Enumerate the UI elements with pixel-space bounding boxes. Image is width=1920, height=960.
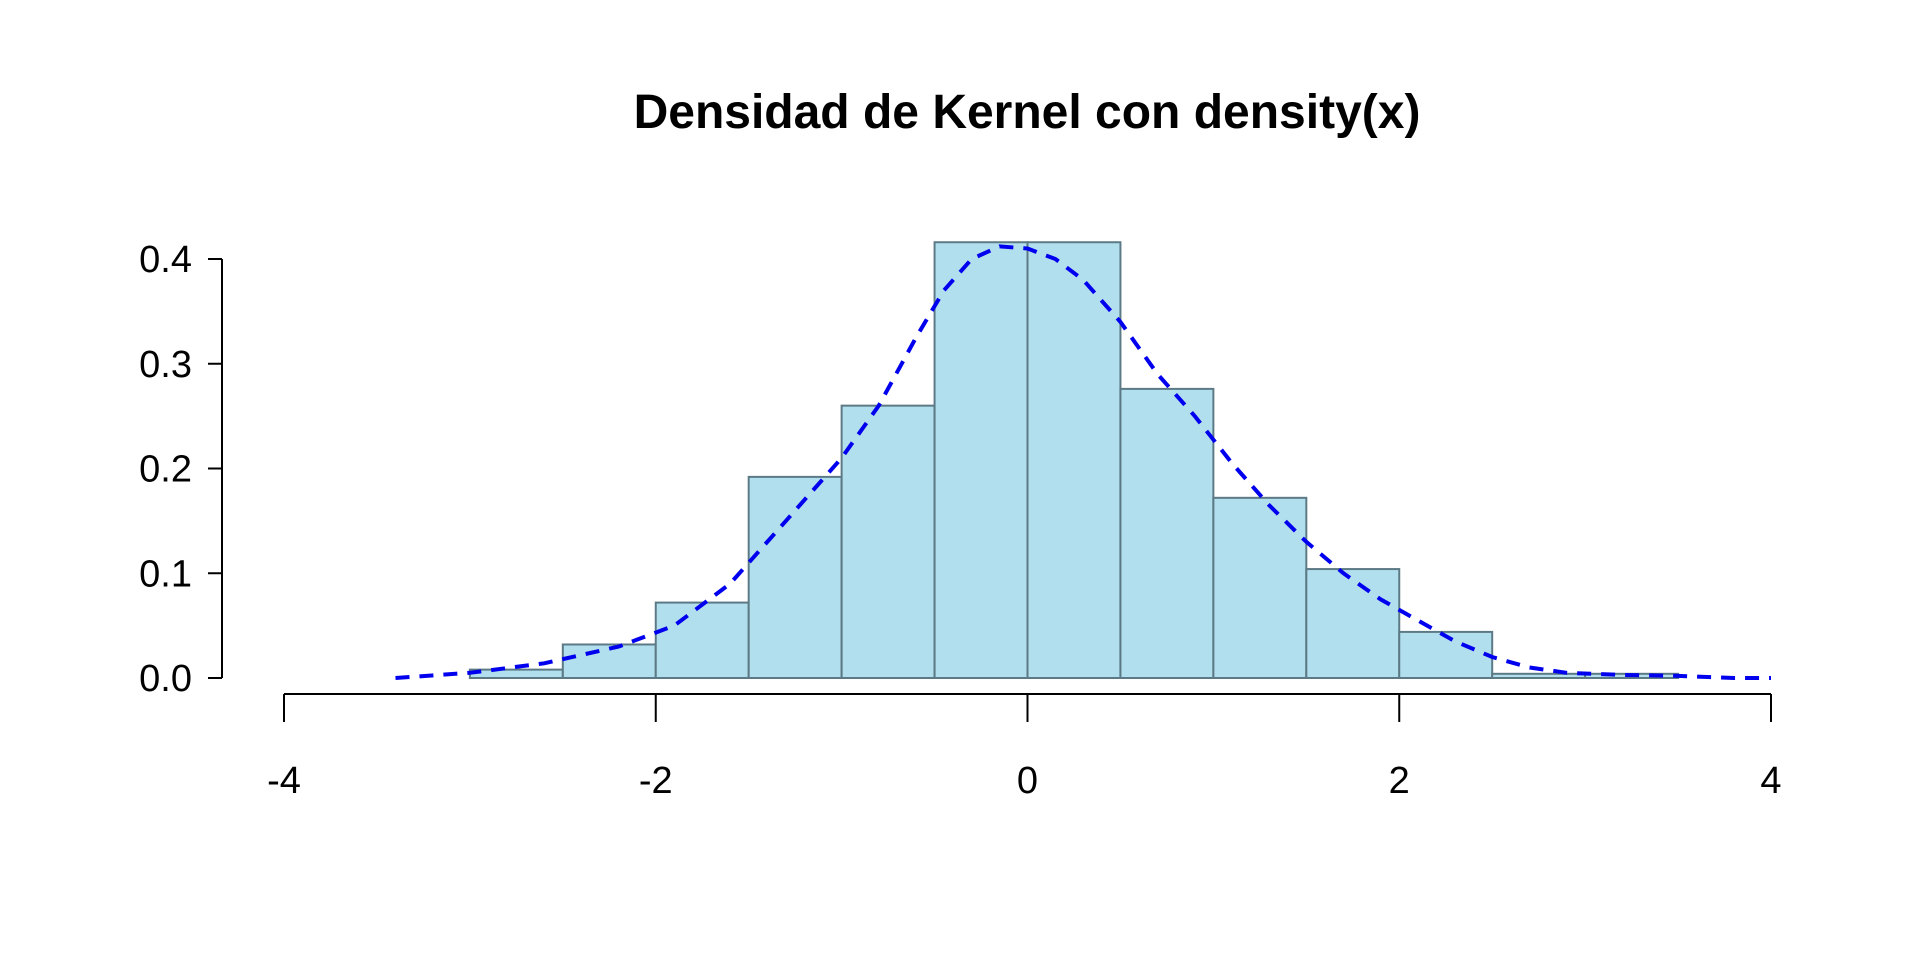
histogram-bar — [840, 404, 936, 679]
histogram-bar — [1119, 387, 1215, 679]
x-tick-label: -4 — [267, 760, 301, 802]
x-tick-label: -2 — [639, 760, 673, 802]
x-tick-label: 0 — [1017, 760, 1038, 802]
histogram-bar — [561, 643, 657, 679]
histogram-bar — [1212, 496, 1308, 679]
y-tick-label: 0.3 — [139, 344, 192, 386]
histogram-bar — [1305, 568, 1401, 679]
y-tick-label: 0.4 — [139, 239, 192, 281]
histogram-bar — [1398, 630, 1494, 679]
y-tick-label: 0.0 — [139, 658, 192, 700]
y-tick-label: 0.1 — [139, 553, 192, 595]
x-tick-label: 4 — [1760, 760, 1781, 802]
chart-title: Densidad de Kernel con density(x) — [634, 86, 1421, 139]
histogram-bar — [654, 601, 750, 680]
density-curve-group — [395, 244, 1771, 680]
y-tick-label: 0.2 — [139, 449, 192, 491]
histogram-bar — [468, 668, 564, 679]
density-curve — [395, 244, 1771, 680]
y-axis: 0.0 0.1 0.2 0.3 0.4 — [139, 239, 223, 700]
histogram-bars — [468, 241, 1680, 680]
histogram-bar — [1026, 241, 1122, 680]
histogram-bar — [933, 241, 1029, 680]
x-tick-label: 2 — [1389, 760, 1410, 802]
histogram-bar — [747, 475, 843, 679]
histogram-bar — [1491, 672, 1587, 679]
x-axis: -4 -2 0 2 4 — [267, 693, 1782, 802]
